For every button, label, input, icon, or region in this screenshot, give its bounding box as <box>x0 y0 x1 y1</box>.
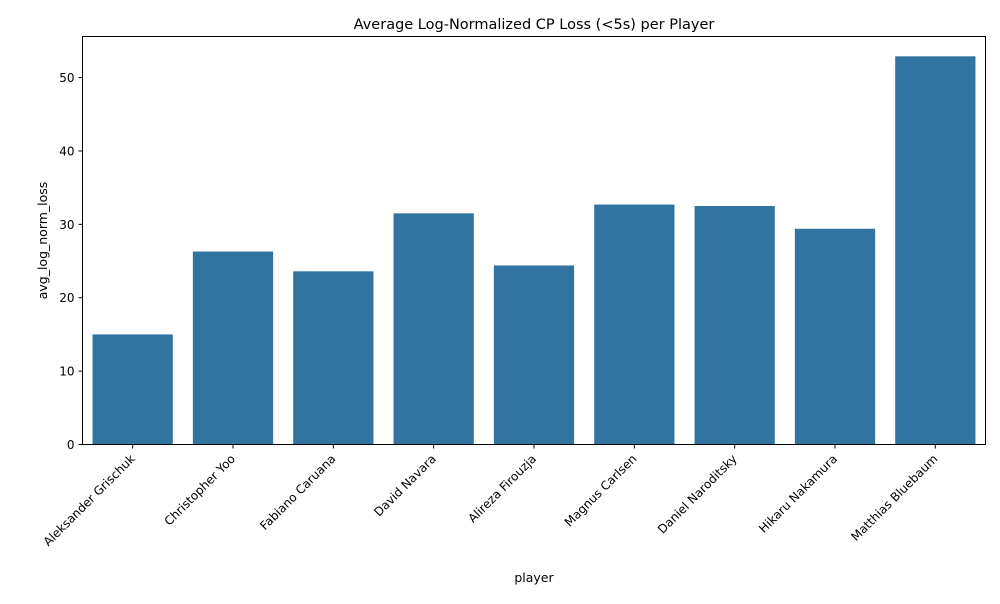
x-tick-label: Alireza Firouzja <box>465 452 539 526</box>
x-tick-label: David Navara <box>371 452 439 520</box>
plot-frame <box>82 36 986 445</box>
x-tick-label: Christopher Yoo <box>162 452 239 529</box>
bar <box>192 251 274 445</box>
x-tick-label: Fabiano Caruana <box>257 452 338 533</box>
y-tick-label: 50 <box>59 71 74 85</box>
chart-title: Average Log-Normalized CP Loss (<5s) per… <box>354 17 715 33</box>
bars-group <box>92 56 976 445</box>
y-tick-label: 0 <box>67 438 75 452</box>
bar <box>895 56 976 445</box>
x-tick-label: Hikaru Nakamura <box>756 452 840 536</box>
x-tick-label: Magnus Carlsen <box>562 452 640 530</box>
x-axis-ticks: Aleksander Grischuk Christopher Yoo Fabian… <box>41 444 940 549</box>
y-tick-label: 10 <box>59 365 74 379</box>
bar <box>594 204 675 445</box>
x-tick-label: Aleksander Grischuk <box>41 452 138 549</box>
y-axis-label: avg_log_norm_loss <box>35 182 50 300</box>
bar <box>794 228 876 445</box>
y-axis-ticks: 0 10 20 30 40 50 <box>59 71 83 452</box>
y-tick-label: 20 <box>59 291 74 305</box>
y-tick-label: 30 <box>59 218 74 232</box>
y-tick-label: 40 <box>59 144 74 158</box>
bar <box>92 334 173 445</box>
x-tick-label: Matthias Bluebaum <box>848 452 940 544</box>
bar <box>694 206 775 445</box>
bar <box>493 265 575 445</box>
x-tick-label: Daniel Naroditsky <box>655 452 740 537</box>
bar <box>293 271 374 445</box>
x-axis-label: player <box>514 570 554 585</box>
bar <box>393 213 474 445</box>
